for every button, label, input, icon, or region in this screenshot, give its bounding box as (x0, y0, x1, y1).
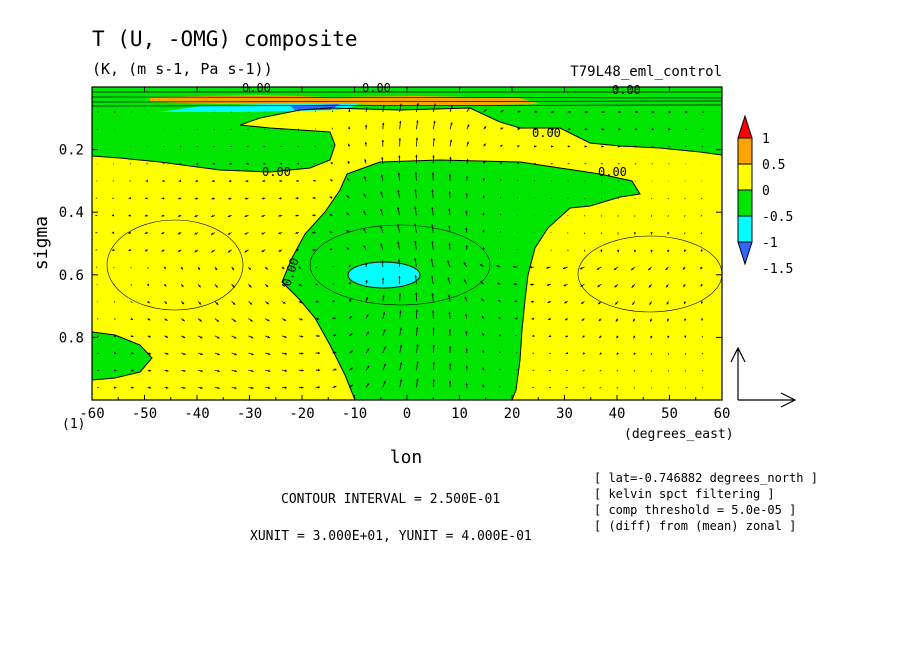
reference-vector (731, 348, 795, 407)
wind-arrow (314, 163, 316, 164)
plot-area (92, 87, 722, 400)
wind-arrow (516, 370, 517, 371)
chart-title: T (U, -OMG) composite (92, 27, 358, 51)
colorbar-label: -1.5 (762, 262, 793, 277)
colorbar-swatch (738, 164, 752, 190)
wind-arrow (651, 387, 652, 388)
wind-arrow (551, 250, 552, 251)
contour-interval-text: CONTOUR INTERVAL = 2.500E-01 (281, 492, 500, 507)
colorbar-label: 0 (762, 184, 770, 199)
wind-arrow (516, 387, 518, 388)
wind-arrow (584, 198, 585, 199)
y-tick-label: 0.8 (59, 330, 84, 346)
x-tick-label: 50 (661, 406, 678, 422)
wind-arrow (651, 370, 652, 371)
contour-label: 0.00 (612, 83, 641, 97)
x-axis-label: lon (390, 447, 423, 468)
contour-label: 0.00 (362, 81, 391, 95)
y-axis-label: sigma (31, 216, 52, 270)
contour-label: 0.00 (242, 81, 271, 95)
x-tick-label: -50 (132, 406, 157, 422)
info-line: [ kelvin spct filtering ] (594, 487, 775, 501)
wind-arrow (701, 198, 702, 199)
colorbar-swatch (738, 216, 752, 242)
colorbar-label: -1 (762, 236, 778, 251)
y-tick-label: 0.2 (59, 143, 84, 159)
chart-subtitle: (K, (m s-1, Pa s-1)) (92, 60, 273, 78)
wind-arrow (584, 250, 585, 252)
x-tick-label: 20 (504, 406, 521, 422)
x-tick-label: 30 (556, 406, 573, 422)
wind-arrow (517, 180, 518, 181)
wind-arrow (702, 387, 703, 388)
colorbar-label: -0.5 (762, 210, 793, 225)
wind-arrow (314, 146, 315, 147)
x-tick-label: 40 (609, 406, 626, 422)
wind-arrow (332, 284, 334, 285)
colorbar-swatch (738, 138, 752, 164)
colorbar: 1 0.5 0 -0.5 -1 -1.5 (738, 116, 793, 277)
info-block: [ lat=-0.746882 degrees_north ] [ kelvin… (594, 471, 818, 533)
info-line: [ comp threshold = 5.0e-05 ] (594, 503, 796, 517)
x-tick-label: -20 (289, 406, 314, 422)
run-label: T79L48_eml_control (570, 64, 722, 80)
colorbar-over (738, 116, 752, 138)
wind-arrow (668, 215, 669, 216)
x-tick-label: -10 (342, 406, 367, 422)
wind-arrow (97, 319, 98, 320)
colorbar-swatch (738, 190, 752, 216)
x-tick-label: 60 (714, 406, 731, 422)
contour-label: 0.00 (598, 165, 627, 179)
colorbar-label: 0.5 (762, 158, 785, 173)
x-tick-label: 10 (451, 406, 468, 422)
colorbar-label: 1 (762, 132, 770, 147)
wind-arrow (316, 267, 318, 268)
wind-arrow (685, 198, 686, 199)
x-tick-label: -30 (237, 406, 262, 422)
contour-label: 0.00 (262, 165, 291, 179)
info-line: [ (diff) from (mean) zonal ] (594, 519, 796, 533)
wind-arrow (96, 267, 97, 268)
wind-arrow (601, 198, 602, 199)
y-tick-label: 0.4 (59, 205, 84, 221)
colorbar-under (738, 242, 752, 264)
y-tick-label: 0.6 (59, 268, 84, 284)
corner-label: (1) (62, 417, 85, 432)
vector-units-text: XUNIT = 3.000E+01, YUNIT = 4.000E-01 (250, 529, 532, 544)
wind-arrow (583, 387, 585, 388)
contour-label: 0.00 (532, 126, 561, 140)
wind-arrow (315, 129, 316, 130)
wind-arrow (568, 250, 569, 251)
x-tick-label: 0 (403, 406, 411, 422)
x-axis-unit: (degrees_east) (624, 427, 734, 442)
info-line: [ lat=-0.746882 degrees_north ] (594, 471, 818, 485)
wind-arrow (332, 266, 333, 267)
x-tick-label: -40 (184, 406, 209, 422)
